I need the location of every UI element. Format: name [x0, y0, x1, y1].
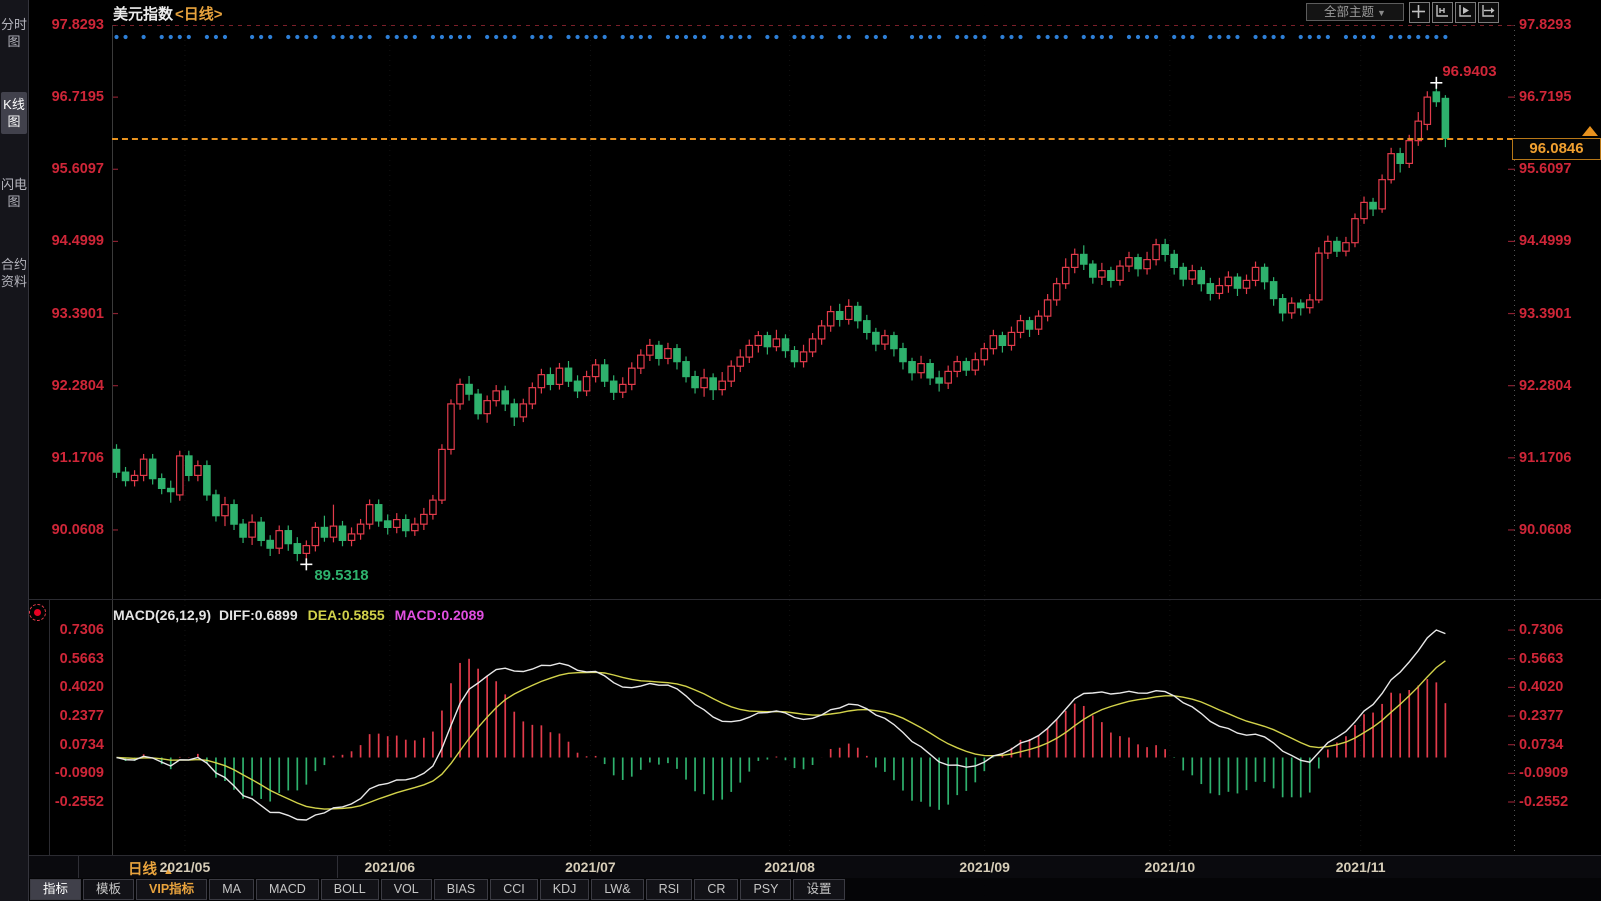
- macd-axis-label: 0.4020: [59, 679, 104, 696]
- tab-PSY[interactable]: PSY: [740, 879, 792, 900]
- price-axis-label: 92.2804: [1519, 377, 1572, 394]
- macd-axis-label: 0.5663: [59, 650, 104, 667]
- tab-设置[interactable]: 设置: [793, 879, 845, 900]
- extreme-cross-icon: [1430, 76, 1443, 89]
- sidebar: 分时图 K线图 闪电图 合约资料: [0, 0, 29, 901]
- tab-LW&[interactable]: LW&: [591, 879, 644, 900]
- price-axis-label: 95.6097: [51, 161, 104, 178]
- price-axis-label: 91.1706: [1519, 449, 1572, 466]
- pane-divider: [28, 599, 1601, 600]
- price-axis-label: 93.3901: [1519, 305, 1572, 322]
- x-axis-row: 日线 ▲ 2021/05 2021/06 2021/07 2021/08 2021/09 2…: [28, 855, 1601, 880]
- price-axis-label: 97.8293: [51, 17, 104, 33]
- chart-title: 美元指数 <日线>: [113, 3, 223, 24]
- x-axis-month-label: 2021/07: [565, 859, 616, 875]
- price-axis-label: 96.7195: [51, 89, 104, 106]
- up-arrow-icon: [1582, 126, 1598, 136]
- price-axis-label: 93.3901: [51, 305, 104, 322]
- x-axis-month-label: 2021/10: [1144, 859, 1196, 875]
- sidebar-item-contract-info[interactable]: 合约资料: [1, 257, 28, 289]
- x-axis-month-label: 2021/05: [159, 859, 211, 875]
- macd-axis-label: -0.0909: [1519, 765, 1569, 782]
- sidebar-item-kline-chart[interactable]: K线图: [1, 92, 27, 134]
- diff-line: [116, 629, 1446, 821]
- period-selector[interactable]: 日线 ▲: [128, 862, 174, 878]
- price-axis-label: 92.2804: [51, 377, 104, 394]
- macd-axis-label: 0.2377: [1519, 708, 1564, 725]
- tab-指标[interactable]: 指标: [30, 879, 82, 900]
- macd-axis-label: -0.2552: [54, 794, 104, 810]
- macd-name: MACD(26,12,9): [113, 607, 212, 623]
- tab-模板[interactable]: 模板: [83, 879, 135, 900]
- diff-value: DIFF:0.6899: [219, 607, 298, 623]
- price-axis-label: 90.0608: [1519, 521, 1572, 538]
- tab-VOL[interactable]: VOL: [380, 879, 432, 900]
- x-axis-month-label: 2021/08: [764, 859, 815, 875]
- play-chart-icon[interactable]: [1455, 2, 1476, 23]
- signal-dots: [114, 34, 1448, 40]
- tab-VIP指标[interactable]: VIP指标: [136, 879, 208, 900]
- axis-scale-icon[interactable]: [1432, 2, 1453, 23]
- macd-axis-label: -0.0909: [54, 765, 104, 782]
- low-price-label: 89.5318: [314, 567, 369, 585]
- tab-BIAS[interactable]: BIAS: [433, 879, 489, 900]
- indicator-tabbar: 指标 模板 VIP指标 MA MACD BOLL VOL BIAS CCI KDJ LW& RSI CR…: [28, 878, 1601, 901]
- symbol-name: 美元指数: [113, 6, 174, 23]
- macd-axis-label: 0.7306: [59, 622, 104, 639]
- price-axis-label: 91.1706: [51, 449, 104, 466]
- price-axis-label: 96.7195: [1519, 89, 1572, 106]
- caret-down-icon: ▼: [1377, 8, 1386, 18]
- macd-histogram: [124, 658, 1447, 810]
- x-axis-month-label: 2021/06: [364, 859, 416, 875]
- price-axis-label: 94.4999: [51, 233, 104, 250]
- x-axis-month-label: 2021/09: [959, 859, 1010, 875]
- current-price-line: [112, 138, 1513, 140]
- candles: [112, 82, 1450, 565]
- price-axis-label: 90.0608: [51, 521, 104, 538]
- tab-MACD[interactable]: MACD: [255, 879, 319, 900]
- macd-axis-label: 0.2377: [59, 708, 104, 725]
- tab-BOLL[interactable]: BOLL: [320, 879, 379, 900]
- price-axis-label: 95.6097: [1519, 161, 1572, 178]
- tab-RSI[interactable]: RSI: [645, 879, 693, 900]
- tab-KDJ[interactable]: KDJ: [539, 879, 590, 900]
- macd-axis-label: 0.0734: [59, 736, 104, 753]
- macd-axis-label: -0.2552: [1519, 794, 1569, 810]
- macd-axis-label: 0.7306: [1519, 622, 1564, 639]
- tab-CR[interactable]: CR: [694, 879, 739, 900]
- high-price-label: 96.9403: [1442, 62, 1497, 80]
- macd-gutter-divider: [49, 600, 50, 878]
- price-chart-canvas[interactable]: [112, 25, 1515, 600]
- move-icon[interactable]: [1409, 2, 1430, 23]
- price-axis-label: 94.4999: [1519, 233, 1572, 250]
- macd-header: MACD(26,12,9) DIFF:0.6899 DEA:0.5855 MACD:0…: [113, 607, 484, 623]
- indicator-target-icon[interactable]: [29, 604, 46, 621]
- macd-chart-canvas[interactable]: [112, 600, 1515, 855]
- macd-axis-label: 0.5663: [1519, 650, 1564, 667]
- sidebar-item-time-chart[interactable]: 分时图: [1, 17, 28, 49]
- macd-value: MACD:0.2089: [394, 607, 485, 623]
- tab-MA[interactable]: MA: [209, 879, 254, 900]
- tab-CCI[interactable]: CCI: [490, 879, 538, 900]
- x-axis-month-label: 2021/11: [1335, 859, 1386, 875]
- extreme-cross-icon: [300, 558, 313, 571]
- period-tag: <日线>: [175, 6, 223, 23]
- theme-dropdown-label: 全部主题: [1324, 5, 1375, 19]
- sidebar-item-lightning-chart[interactable]: 闪电图: [1, 177, 28, 209]
- triangle-up-icon: ▲: [163, 865, 174, 877]
- theme-dropdown[interactable]: 全部主题 ▼: [1306, 3, 1404, 21]
- price-axis-label: 97.8293: [1519, 17, 1572, 33]
- macd-axis-label: 0.0734: [1519, 736, 1564, 753]
- current-price-label: 96.0846: [1512, 138, 1601, 160]
- page-forward-icon[interactable]: [1478, 2, 1499, 23]
- macd-axis-label: 0.4020: [1519, 679, 1564, 696]
- dea-value: DEA:0.5855: [307, 607, 385, 623]
